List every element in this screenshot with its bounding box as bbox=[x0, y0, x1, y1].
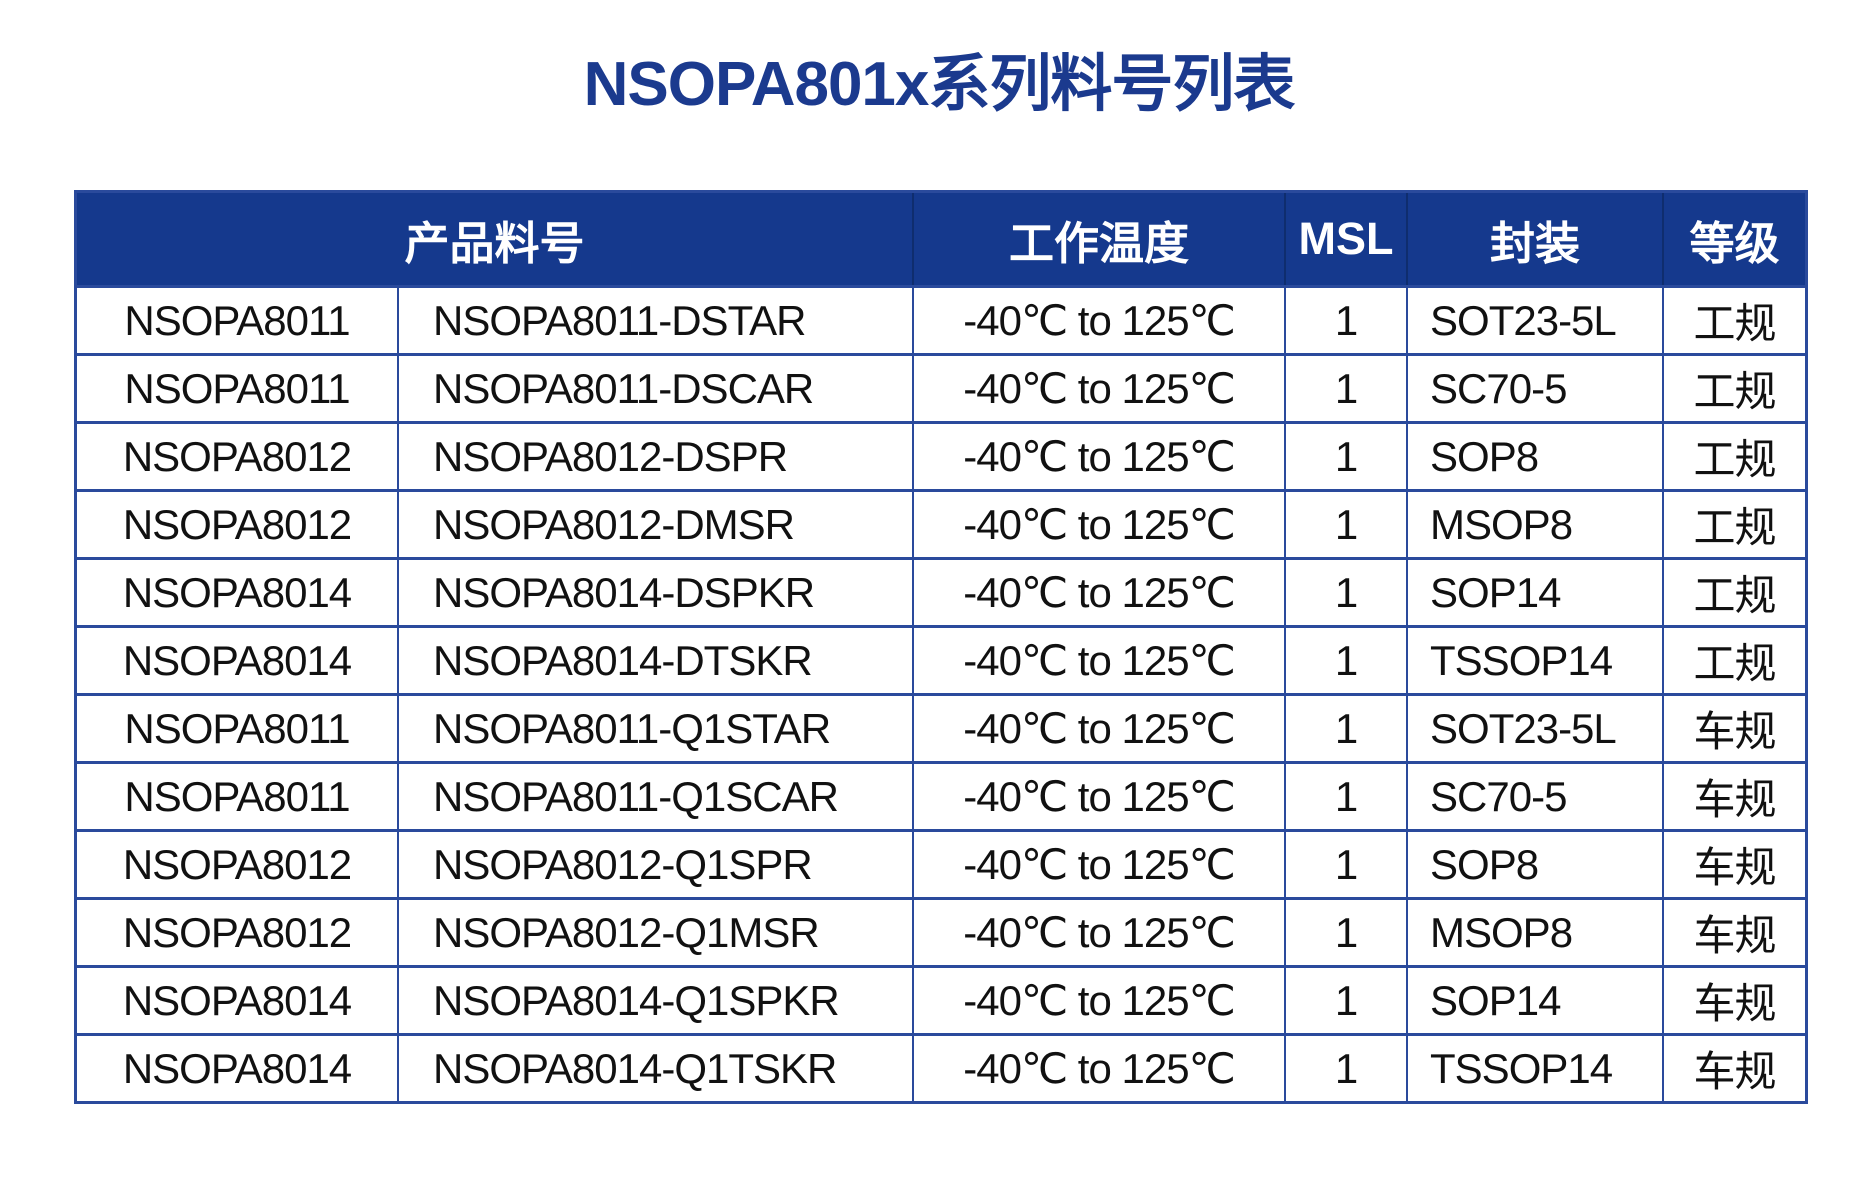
cell-part-number: NSOPA8014-Q1SPKR bbox=[397, 965, 913, 1033]
cell-series: NSOPA8011 bbox=[77, 761, 397, 829]
cell-msl: 1 bbox=[1284, 761, 1407, 829]
page-title: NSOPA801x系列料号列表 bbox=[583, 50, 1296, 119]
cell-temp-range: -40℃ to 125℃ bbox=[912, 557, 1285, 625]
cell-temp-range: -40℃ to 125℃ bbox=[912, 693, 1285, 761]
header-package: 封装 bbox=[1406, 193, 1663, 285]
table-row: NSOPA8011 NSOPA8011-Q1SCAR -40℃ to 125℃ … bbox=[77, 761, 1806, 829]
table-row: NSOPA8011 NSOPA8011-DSCAR -40℃ to 125℃ 1… bbox=[77, 353, 1806, 421]
cell-package: SOP14 bbox=[1406, 557, 1663, 625]
table-row: NSOPA8012 NSOPA8012-Q1SPR -40℃ to 125℃ 1… bbox=[77, 829, 1806, 897]
cell-temp-range: -40℃ to 125℃ bbox=[912, 625, 1285, 693]
cell-msl: 1 bbox=[1284, 353, 1407, 421]
cell-series: NSOPA8011 bbox=[77, 353, 397, 421]
cell-part-number: NSOPA8011-DSCAR bbox=[397, 353, 913, 421]
cell-msl: 1 bbox=[1284, 625, 1407, 693]
table-row: NSOPA8011 NSOPA8011-DSTAR -40℃ to 125℃ 1… bbox=[77, 285, 1806, 353]
cell-package: SOP8 bbox=[1406, 829, 1663, 897]
cell-grade: 工规 bbox=[1662, 625, 1806, 693]
part-number-table: 产品料号 工作温度 MSL 封装 等级 NSOPA8011 NSOPA8011-… bbox=[74, 190, 1809, 1104]
cell-package: SOP14 bbox=[1406, 965, 1663, 1033]
cell-package: MSOP8 bbox=[1406, 489, 1663, 557]
cell-grade: 车规 bbox=[1662, 965, 1806, 1033]
cell-series: NSOPA8014 bbox=[77, 625, 397, 693]
cell-temp-range: -40℃ to 125℃ bbox=[912, 829, 1285, 897]
cell-series: NSOPA8011 bbox=[77, 285, 397, 353]
header-grade: 等级 bbox=[1662, 193, 1806, 285]
cell-series: NSOPA8012 bbox=[77, 897, 397, 965]
header-operating-temperature: 工作温度 bbox=[912, 193, 1285, 285]
cell-grade: 车规 bbox=[1662, 1033, 1806, 1101]
cell-grade: 工规 bbox=[1662, 353, 1806, 421]
table-row: NSOPA8012 NSOPA8012-DMSR -40℃ to 125℃ 1 … bbox=[77, 489, 1806, 557]
cell-msl: 1 bbox=[1284, 965, 1407, 1033]
cell-package: SC70-5 bbox=[1406, 761, 1663, 829]
cell-part-number: NSOPA8011-Q1SCAR bbox=[397, 761, 913, 829]
cell-series: NSOPA8011 bbox=[77, 693, 397, 761]
cell-part-number: NSOPA8012-DSPR bbox=[397, 421, 913, 489]
cell-grade: 工规 bbox=[1662, 421, 1806, 489]
cell-temp-range: -40℃ to 125℃ bbox=[912, 353, 1285, 421]
cell-temp-range: -40℃ to 125℃ bbox=[912, 761, 1285, 829]
cell-part-number: NSOPA8014-DTSKR bbox=[397, 625, 913, 693]
cell-temp-range: -40℃ to 125℃ bbox=[912, 965, 1285, 1033]
cell-temp-range: -40℃ to 125℃ bbox=[912, 421, 1285, 489]
cell-series: NSOPA8014 bbox=[77, 965, 397, 1033]
cell-grade: 车规 bbox=[1662, 761, 1806, 829]
cell-part-number: NSOPA8012-Q1SPR bbox=[397, 829, 913, 897]
cell-series: NSOPA8012 bbox=[77, 421, 397, 489]
cell-temp-range: -40℃ to 125℃ bbox=[912, 1033, 1285, 1101]
cell-grade: 工规 bbox=[1662, 557, 1806, 625]
cell-msl: 1 bbox=[1284, 557, 1407, 625]
table-row: NSOPA8012 NSOPA8012-DSPR -40℃ to 125℃ 1 … bbox=[77, 421, 1806, 489]
cell-series: NSOPA8014 bbox=[77, 1033, 397, 1101]
cell-series: NSOPA8012 bbox=[77, 829, 397, 897]
cell-msl: 1 bbox=[1284, 897, 1407, 965]
cell-part-number: NSOPA8014-DSPKR bbox=[397, 557, 913, 625]
cell-package: MSOP8 bbox=[1406, 897, 1663, 965]
header-msl: MSL bbox=[1284, 193, 1407, 285]
table-row: NSOPA8014 NSOPA8014-DSPKR -40℃ to 125℃ 1… bbox=[77, 557, 1806, 625]
cell-package: SC70-5 bbox=[1406, 353, 1663, 421]
cell-package: SOT23-5L bbox=[1406, 285, 1663, 353]
cell-part-number: NSOPA8011-Q1STAR bbox=[397, 693, 913, 761]
table-row: NSOPA8014 NSOPA8014-DTSKR -40℃ to 125℃ 1… bbox=[77, 625, 1806, 693]
cell-msl: 1 bbox=[1284, 489, 1407, 557]
cell-msl: 1 bbox=[1284, 693, 1407, 761]
table-row: NSOPA8014 NSOPA8014-Q1SPKR -40℃ to 125℃ … bbox=[77, 965, 1806, 1033]
cell-part-number: NSOPA8011-DSTAR bbox=[397, 285, 913, 353]
table-row: NSOPA8011 NSOPA8011-Q1STAR -40℃ to 125℃ … bbox=[77, 693, 1806, 761]
table-row: NSOPA8014 NSOPA8014-Q1TSKR -40℃ to 125℃ … bbox=[77, 1033, 1806, 1101]
cell-msl: 1 bbox=[1284, 1033, 1407, 1101]
cell-package: SOT23-5L bbox=[1406, 693, 1663, 761]
cell-series: NSOPA8012 bbox=[77, 489, 397, 557]
cell-msl: 1 bbox=[1284, 829, 1407, 897]
cell-temp-range: -40℃ to 125℃ bbox=[912, 489, 1285, 557]
cell-grade: 工规 bbox=[1662, 285, 1806, 353]
cell-part-number: NSOPA8012-DMSR bbox=[397, 489, 913, 557]
cell-msl: 1 bbox=[1284, 421, 1407, 489]
cell-package: SOP8 bbox=[1406, 421, 1663, 489]
cell-package: TSSOP14 bbox=[1406, 1033, 1663, 1101]
cell-temp-range: -40℃ to 125℃ bbox=[912, 897, 1285, 965]
cell-grade: 车规 bbox=[1662, 693, 1806, 761]
cell-temp-range: -40℃ to 125℃ bbox=[912, 285, 1285, 353]
cell-part-number: NSOPA8012-Q1MSR bbox=[397, 897, 913, 965]
cell-grade: 工规 bbox=[1662, 489, 1806, 557]
part-number-table-container: 产品料号 工作温度 MSL 封装 等级 NSOPA8011 NSOPA8011-… bbox=[74, 190, 1809, 1104]
table-row: NSOPA8012 NSOPA8012-Q1MSR -40℃ to 125℃ 1… bbox=[77, 897, 1806, 965]
header-product-part: 产品料号 bbox=[77, 193, 913, 285]
cell-grade: 车规 bbox=[1662, 897, 1806, 965]
cell-msl: 1 bbox=[1284, 285, 1407, 353]
table-header-row: 产品料号 工作温度 MSL 封装 等级 bbox=[77, 193, 1806, 285]
cell-series: NSOPA8014 bbox=[77, 557, 397, 625]
cell-part-number: NSOPA8014-Q1TSKR bbox=[397, 1033, 913, 1101]
cell-package: TSSOP14 bbox=[1406, 625, 1663, 693]
cell-grade: 车规 bbox=[1662, 829, 1806, 897]
